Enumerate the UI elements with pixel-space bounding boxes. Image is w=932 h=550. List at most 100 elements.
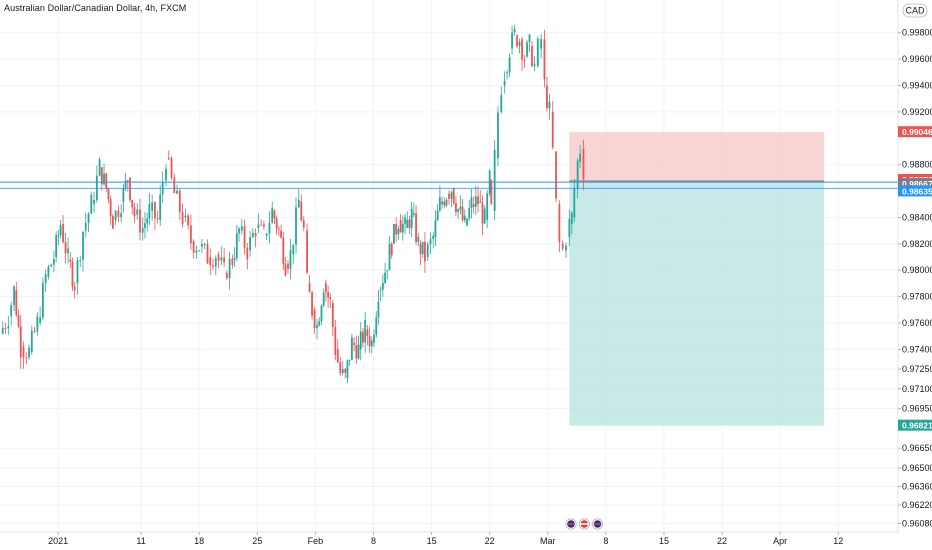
currency-label: CAD bbox=[905, 6, 925, 16]
candle-body bbox=[103, 173, 105, 185]
candle bbox=[463, 209, 466, 223]
candle-body bbox=[136, 209, 139, 215]
candle bbox=[87, 212, 90, 233]
candle-body bbox=[320, 305, 323, 322]
y-tick-label: 0.96220 bbox=[902, 500, 932, 510]
crosshair-price-badge-text: 0.98635 bbox=[902, 186, 932, 196]
candle-body bbox=[533, 63, 536, 67]
candle bbox=[39, 306, 42, 326]
candle-body bbox=[406, 219, 409, 228]
candle-body bbox=[28, 347, 30, 358]
price-scale[interactable] bbox=[898, 0, 932, 550]
candle bbox=[280, 224, 282, 239]
candle-body bbox=[412, 213, 415, 215]
y-tick-label: 0.96080 bbox=[902, 518, 932, 528]
candle-body bbox=[217, 254, 220, 261]
candle-body bbox=[251, 232, 254, 238]
candle-body bbox=[426, 244, 429, 257]
candle bbox=[265, 232, 268, 241]
candle bbox=[13, 285, 16, 312]
candle-body bbox=[561, 243, 564, 249]
candle bbox=[327, 285, 330, 309]
candle-body bbox=[410, 208, 413, 228]
candle bbox=[233, 247, 236, 267]
candle-body bbox=[390, 243, 393, 256]
candle-body bbox=[184, 215, 187, 218]
candle bbox=[289, 238, 292, 280]
candle-body bbox=[146, 218, 149, 224]
candle-body bbox=[570, 212, 573, 224]
candle bbox=[90, 191, 93, 215]
candle bbox=[302, 216, 305, 232]
candle-body bbox=[483, 208, 486, 224]
x-axis-ticks: 2021 11 18 25 Feb 8 15 22 Mar 8 15 22 Apr 12 bbox=[48, 532, 843, 546]
event-flag-stripe bbox=[580, 523, 589, 525]
candle-body bbox=[223, 257, 225, 263]
candle-body bbox=[366, 329, 369, 336]
candle bbox=[263, 220, 265, 230]
candle bbox=[195, 245, 198, 259]
candle-body bbox=[479, 201, 482, 203]
candle-body bbox=[375, 317, 378, 335]
candle-body bbox=[401, 223, 404, 233]
candle bbox=[375, 311, 378, 338]
candle-body bbox=[370, 340, 373, 347]
candle-body bbox=[455, 203, 457, 213]
candle bbox=[424, 232, 426, 274]
candle bbox=[306, 223, 308, 275]
currency-button[interactable]: CAD bbox=[902, 3, 928, 18]
candle-body bbox=[459, 206, 462, 210]
candle bbox=[450, 190, 453, 208]
y-tick-label: 0.99600 bbox=[902, 54, 932, 64]
candle-body bbox=[289, 250, 292, 269]
candle-body bbox=[322, 292, 325, 306]
candle bbox=[146, 212, 149, 232]
candle-body bbox=[148, 203, 151, 219]
time-axis[interactable] bbox=[0, 532, 898, 550]
take-profit-badge-bg bbox=[898, 419, 932, 431]
candle-body bbox=[381, 282, 384, 290]
candle-body bbox=[493, 149, 496, 211]
candle-body bbox=[79, 259, 82, 261]
y-tick-label: 0.99400 bbox=[902, 81, 932, 91]
candle-body bbox=[111, 215, 114, 229]
candle-body bbox=[167, 158, 170, 160]
candle bbox=[297, 189, 300, 208]
stop-loss-badge-bg bbox=[898, 126, 932, 138]
stop-loss-zone[interactable] bbox=[569, 132, 825, 181]
candle bbox=[386, 269, 389, 280]
candle-body bbox=[308, 283, 311, 293]
candle-body bbox=[273, 210, 276, 219]
y-tick-label: 0.97100 bbox=[902, 384, 932, 394]
y-tick-label: 0.96650 bbox=[902, 443, 932, 453]
candle-body bbox=[129, 177, 131, 201]
economic-events[interactable] bbox=[565, 518, 604, 530]
take-profit-zone[interactable] bbox=[569, 180, 825, 426]
candle-body bbox=[214, 258, 217, 267]
candle bbox=[114, 209, 117, 225]
x-tick-label: 25 bbox=[252, 536, 262, 546]
candle bbox=[154, 201, 156, 230]
currency-button-frame[interactable] bbox=[902, 3, 928, 18]
candle-body bbox=[209, 256, 212, 265]
candle bbox=[69, 252, 72, 269]
candle bbox=[388, 236, 391, 271]
candle bbox=[4, 322, 7, 335]
candle-body bbox=[33, 330, 36, 332]
y-tick-label: 0.98800 bbox=[902, 160, 932, 170]
candle-body bbox=[100, 167, 103, 185]
candle bbox=[477, 186, 479, 213]
candle bbox=[528, 33, 531, 53]
candle-body bbox=[55, 235, 58, 257]
candle-body bbox=[316, 324, 318, 329]
candle bbox=[41, 277, 44, 321]
candle-body bbox=[518, 41, 521, 47]
candle-body bbox=[311, 292, 313, 316]
candle bbox=[159, 185, 162, 226]
candle bbox=[390, 241, 393, 259]
candle-body bbox=[277, 228, 280, 230]
candle bbox=[109, 195, 112, 226]
candle-body bbox=[565, 245, 567, 251]
candle bbox=[434, 210, 437, 247]
